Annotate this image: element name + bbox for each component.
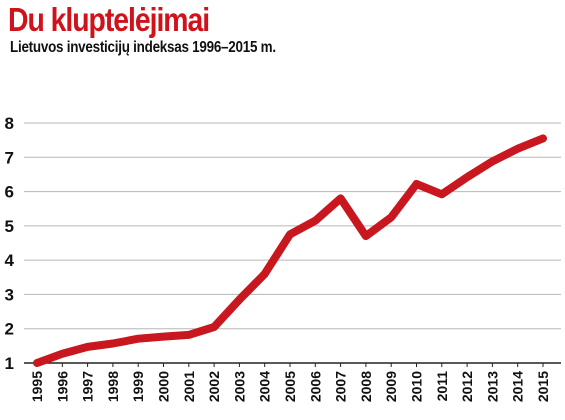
- x-tick-label: 2014: [510, 371, 526, 402]
- x-tick-label: 2013: [484, 371, 500, 402]
- x-tick-label: 2000: [156, 371, 172, 402]
- y-tick-label: 6: [5, 183, 14, 202]
- data-point: [365, 235, 367, 237]
- data-point: [542, 137, 544, 139]
- data-point: [87, 346, 89, 348]
- x-tick-label: 1997: [80, 371, 96, 402]
- series-layer: [33, 134, 547, 367]
- data-point: [36, 362, 38, 364]
- x-tick-label: 1998: [105, 371, 121, 402]
- x-tick-label: 2004: [257, 371, 273, 402]
- y-axis-ticks: 1 2 3 4 5 6 7 8: [5, 114, 15, 373]
- x-tick-label: 1996: [54, 371, 70, 402]
- data-point: [416, 183, 418, 185]
- data-point: [314, 220, 316, 222]
- data-point: [491, 160, 493, 162]
- x-tick-label: 1995: [29, 371, 45, 402]
- series-line: [33, 134, 547, 367]
- data-point: [188, 334, 190, 336]
- y-tick-label: 2: [5, 320, 14, 339]
- x-tick-label: 2009: [383, 371, 399, 402]
- data-point: [238, 299, 240, 301]
- x-tick-label: 1999: [130, 371, 146, 402]
- data-point: [517, 148, 519, 150]
- data-point: [340, 197, 342, 199]
- data-point: [390, 216, 392, 218]
- chart-title: Du kluptelėjimai: [8, 1, 210, 38]
- x-tick-label: 2002: [206, 371, 222, 402]
- data-point: [441, 193, 443, 195]
- data-point: [264, 273, 266, 275]
- x-tick-label: 2007: [333, 371, 349, 402]
- data-point: [137, 338, 139, 340]
- chart-subtitle: Lietuvos investicijų indeksas 1996–2015 …: [10, 39, 276, 56]
- x-tick-label: 2012: [459, 371, 475, 402]
- data-point: [112, 343, 114, 345]
- x-tick-label: 2001: [181, 371, 197, 402]
- y-tick-label: 7: [5, 148, 14, 167]
- data-point: [61, 353, 63, 355]
- y-tick-label: 5: [5, 217, 14, 236]
- y-tick-label: 1: [5, 354, 14, 373]
- grid-lines: [24, 122, 561, 364]
- x-tick-label: 2003: [231, 371, 247, 402]
- x-tick-label: 2010: [409, 371, 425, 402]
- x-axis-ticks: 1995 1996 1997 1998 1999 2000 2001 2002 2003 2004…: [29, 363, 551, 402]
- x-tick-label: 2015: [535, 371, 551, 402]
- y-tick-label: 3: [5, 285, 14, 304]
- data-point: [163, 336, 165, 338]
- x-tick-label: 2008: [358, 371, 374, 402]
- x-tick-label: 2005: [282, 371, 298, 402]
- y-tick-label: 8: [5, 114, 14, 133]
- x-tick-label: 2006: [307, 371, 323, 402]
- data-point: [213, 326, 215, 328]
- y-tick-label: 4: [5, 251, 15, 270]
- data-point: [289, 233, 291, 235]
- x-tick-label: 2011: [434, 371, 450, 402]
- data-point: [466, 176, 468, 178]
